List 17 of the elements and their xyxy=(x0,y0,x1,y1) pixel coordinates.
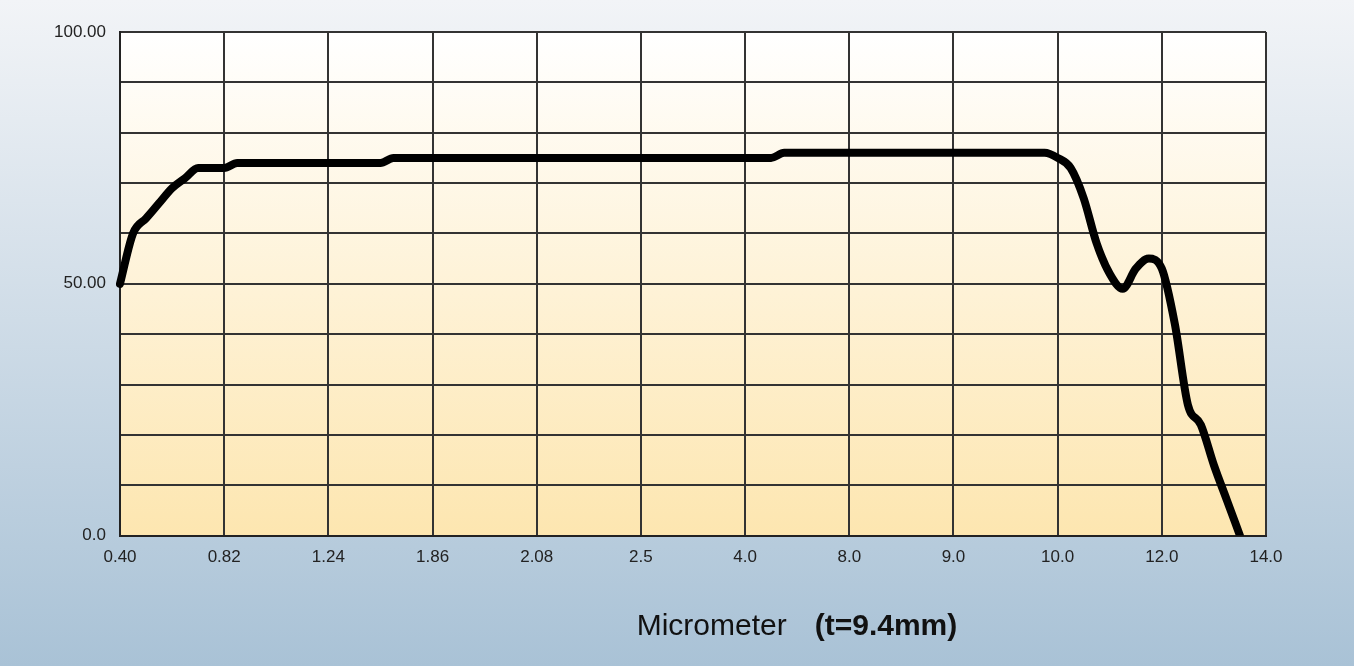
y-tick-label: 0.0 xyxy=(82,525,106,545)
x-tick-label: 1.86 xyxy=(416,547,450,567)
x-tick-label: 0.82 xyxy=(207,547,241,567)
x-tick-label: 1.24 xyxy=(311,547,345,567)
y-tick-label: 100.00 xyxy=(54,21,106,41)
x-tick-label: 4.0 xyxy=(733,547,757,567)
text: (t=9.4mm) xyxy=(814,608,958,641)
x-tick-label: 2.08 xyxy=(520,547,554,567)
x-tick-label: 12.0 xyxy=(1145,547,1179,567)
x-tick-label: 0.40 xyxy=(103,547,137,567)
x-tick-label: 14.0 xyxy=(1249,547,1283,567)
x-tick-label: 9.0 xyxy=(941,547,966,567)
y-tick-label: 50.00 xyxy=(63,273,106,293)
x-tick-label: 8.0 xyxy=(837,547,862,567)
x-axis-title: Micrometer xyxy=(636,608,787,641)
x-tick-label: 2.5 xyxy=(629,547,653,567)
x-tick-label: 10.0 xyxy=(1041,547,1075,567)
